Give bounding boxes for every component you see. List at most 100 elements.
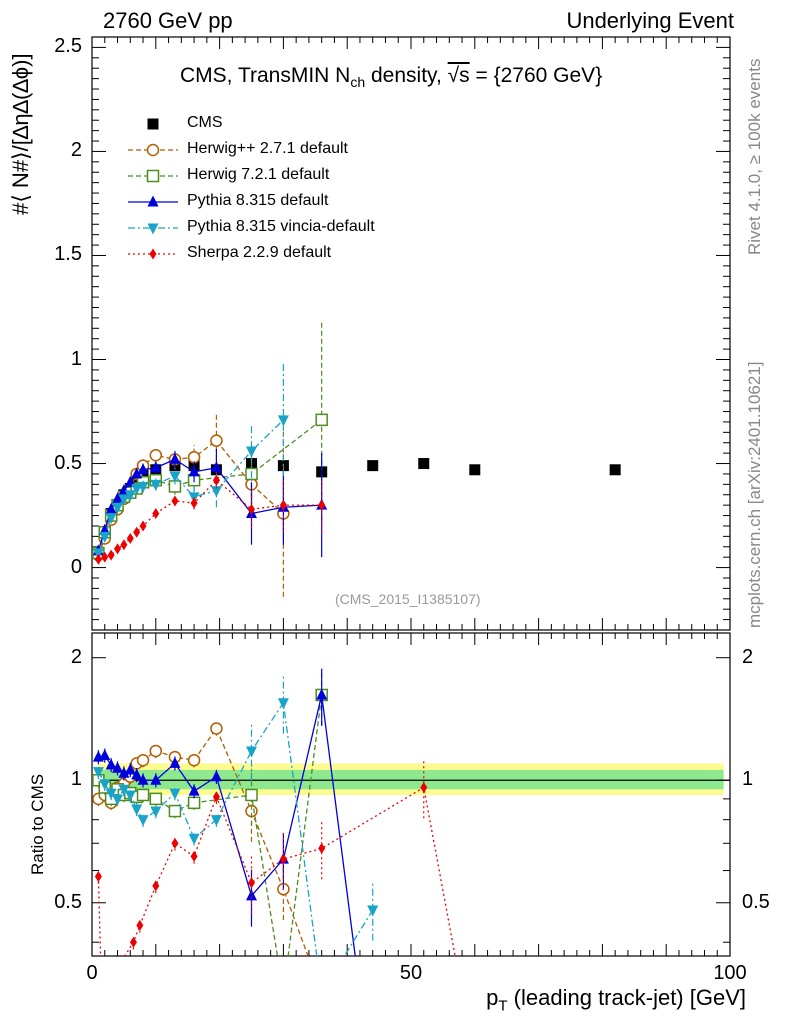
ratio-y-axis-label: Ratio to CMS bbox=[28, 773, 47, 875]
ratio-point bbox=[149, 744, 163, 758]
ratio-line bbox=[97, 700, 374, 956]
title-energy: = {2760 GeV} bbox=[469, 64, 603, 87]
ratio-point bbox=[248, 877, 255, 889]
data-point bbox=[169, 471, 181, 483]
ratio-point bbox=[279, 853, 287, 865]
y-tick-label: 2.5 bbox=[54, 35, 82, 58]
ratio-point bbox=[316, 688, 328, 700]
data-point bbox=[246, 446, 257, 458]
ratio-point bbox=[136, 788, 150, 802]
legend-marker bbox=[146, 169, 160, 183]
legend-markers bbox=[128, 118, 178, 260]
mcplots-label: mcplots.cern.ch [arXiv:2401.10621] bbox=[745, 361, 764, 628]
ratio-point bbox=[190, 850, 198, 862]
data-point bbox=[101, 551, 109, 563]
legend-marker bbox=[149, 248, 157, 260]
xlabel-p: p bbox=[486, 985, 499, 1010]
y-tick-label: 1 bbox=[70, 347, 82, 370]
axis-ticks bbox=[91, 36, 731, 956]
header-left: 2760 GeV pp bbox=[103, 8, 233, 33]
data-point bbox=[114, 543, 122, 555]
data-point bbox=[150, 479, 162, 491]
ratio-point bbox=[169, 756, 181, 768]
ratio-plot-marks bbox=[92, 668, 456, 956]
data-point bbox=[210, 461, 222, 473]
ratio-tick-label-left: 0.5 bbox=[54, 890, 82, 913]
ratio-point bbox=[118, 784, 130, 796]
data-point bbox=[131, 484, 143, 496]
data-point bbox=[131, 467, 143, 479]
ratio-point bbox=[124, 763, 136, 775]
title-sub: ch bbox=[350, 74, 366, 91]
ratio-point bbox=[246, 889, 257, 901]
ratio-tick-label-right: 0.5 bbox=[742, 890, 770, 913]
ratio-point bbox=[94, 871, 102, 883]
ratio-point bbox=[318, 842, 326, 854]
reference-label: (CMS_2015_I1385107) bbox=[335, 591, 481, 607]
legend-item-label: Herwig++ 2.7.1 default bbox=[187, 140, 348, 157]
legend-marker bbox=[147, 223, 159, 235]
ratio-point bbox=[212, 791, 220, 803]
ratio-point bbox=[152, 880, 160, 892]
data-point bbox=[112, 492, 124, 504]
data-point bbox=[210, 434, 223, 447]
title-rest: density, bbox=[365, 64, 448, 87]
data-point bbox=[94, 553, 102, 565]
ratio-tick-label-right: 2 bbox=[742, 645, 754, 668]
data-point bbox=[212, 474, 220, 486]
data-point bbox=[107, 549, 115, 561]
ratio-tick-label-right: 1 bbox=[742, 768, 754, 791]
ratio-point bbox=[210, 815, 222, 827]
ratio-point bbox=[99, 749, 111, 761]
ratio-point bbox=[210, 722, 223, 735]
legend-marker bbox=[146, 143, 160, 157]
main-plot-marks bbox=[92, 319, 621, 597]
ratio-series-4 bbox=[94, 761, 456, 956]
legend-item-label: Pythia 8.315 default bbox=[187, 192, 329, 209]
ratio-point bbox=[277, 698, 289, 710]
x-tick-label: 50 bbox=[399, 962, 423, 984]
data-point bbox=[105, 502, 117, 514]
data-point bbox=[149, 448, 163, 462]
data-point bbox=[609, 464, 621, 476]
data-point bbox=[248, 503, 255, 515]
header-right: Underlying Event bbox=[566, 8, 734, 33]
data-point bbox=[315, 413, 328, 427]
ratio-point bbox=[169, 788, 181, 800]
x-tick-label: 0 bbox=[86, 962, 98, 984]
ratio-point bbox=[118, 766, 130, 778]
data-point bbox=[124, 490, 136, 502]
data-point bbox=[169, 452, 181, 464]
band-inner bbox=[98, 769, 724, 790]
data-point bbox=[187, 451, 201, 464]
ratio-point bbox=[149, 792, 163, 806]
legend-item-label: Herwig 7.2.1 default bbox=[187, 166, 330, 183]
data-point bbox=[171, 495, 179, 507]
chart-title: CMS, TransMIN Nch density, √s = {2760 Ge… bbox=[180, 64, 602, 90]
xlabel-rest: (leading track-jet) [GeV] bbox=[507, 985, 746, 1010]
ratio-point bbox=[246, 746, 257, 758]
ratio-point bbox=[245, 788, 258, 802]
ratio-point bbox=[105, 788, 117, 800]
xlabel-sub: T bbox=[498, 997, 508, 1015]
ratio-uncertainty-band bbox=[92, 763, 730, 795]
series-2 bbox=[92, 319, 328, 560]
ratio-point bbox=[367, 905, 379, 917]
ratio-point bbox=[112, 761, 124, 773]
ratio-point bbox=[188, 784, 200, 796]
ratio-point bbox=[210, 770, 222, 782]
ratio-point bbox=[105, 758, 117, 770]
data-point bbox=[118, 494, 130, 506]
title-sqrt: √s bbox=[447, 64, 470, 87]
data-point bbox=[105, 513, 117, 525]
data-point bbox=[210, 486, 222, 498]
legend-marker bbox=[147, 195, 159, 207]
legend-item-label: Sherpa 2.2.9 default bbox=[187, 244, 332, 261]
ratio-point bbox=[150, 773, 162, 785]
data-point bbox=[279, 499, 287, 511]
x-axis-label: pT (leading track-jet) [GeV] bbox=[486, 985, 746, 1014]
legend-marker bbox=[147, 118, 159, 130]
ratio-tick-label-left: 1 bbox=[70, 768, 82, 791]
legend-item-label: Pythia 8.315 vincia-default bbox=[187, 218, 375, 235]
data-point bbox=[139, 520, 147, 532]
